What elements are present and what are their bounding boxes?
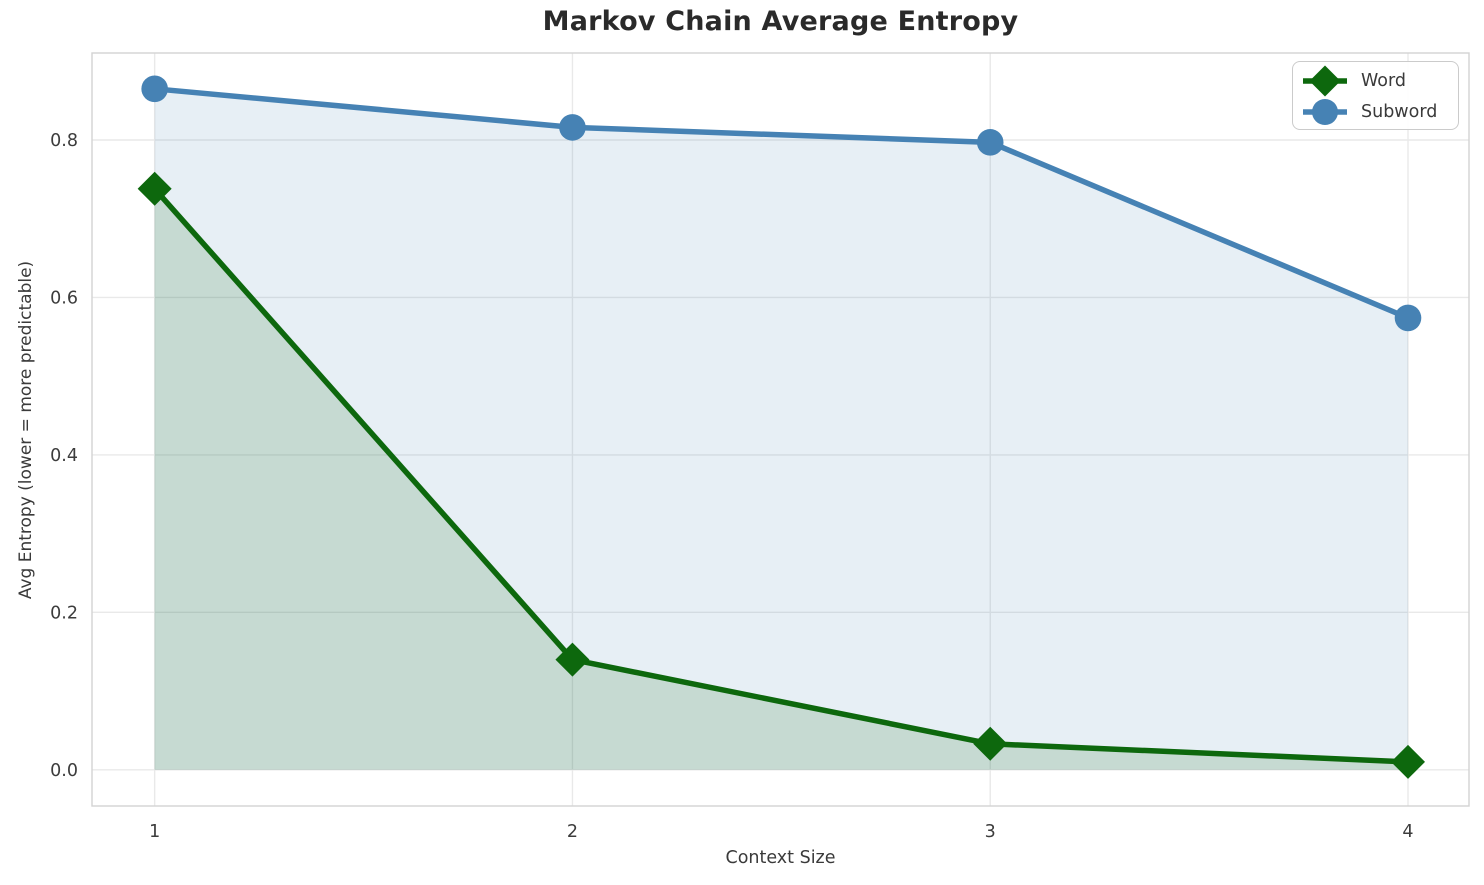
circle-legend-marker-icon (1303, 98, 1347, 125)
word-area-fill (154, 188, 1409, 770)
word-data-point (137, 171, 172, 206)
chart-title: Markov Chain Average Entropy (542, 6, 1019, 37)
legend: Word Subword (1292, 61, 1459, 130)
y-tick-label: 0.8 (50, 131, 78, 151)
y-tick-label: 0.6 (50, 288, 78, 308)
legend-label: Subword (1361, 101, 1438, 122)
word-data-point (1391, 744, 1426, 779)
x-tick-label: 1 (149, 822, 160, 842)
plot-border (91, 52, 1470, 807)
x-axis-label: Context Size (725, 848, 836, 868)
legend-label: Word (1361, 70, 1406, 91)
x-tick-label: 2 (567, 822, 578, 842)
subword-area-fill (154, 88, 1409, 770)
x-tick-label: 4 (1402, 822, 1413, 842)
word-series-line (151, 186, 1411, 765)
subword-data-point (1394, 304, 1422, 332)
legend-item-word: Word (1301, 65, 1450, 96)
word-data-point (973, 726, 1008, 761)
diamond-legend-marker-icon (1303, 65, 1347, 96)
y-tick-label: 0.2 (50, 603, 78, 623)
subword-series-line (151, 86, 1411, 321)
legend-item-subword: Subword (1301, 96, 1450, 127)
word-data-point (555, 642, 590, 677)
y-axis-label: Avg Entropy (lower = more predictable) (16, 260, 36, 600)
subword-data-point (141, 75, 168, 103)
subword-data-point (976, 129, 1004, 156)
y-tick-label: 0.4 (50, 446, 78, 466)
x-tick-label: 3 (985, 822, 996, 842)
subword-data-point (559, 114, 586, 141)
y-tick-label: 0.0 (50, 761, 78, 781)
